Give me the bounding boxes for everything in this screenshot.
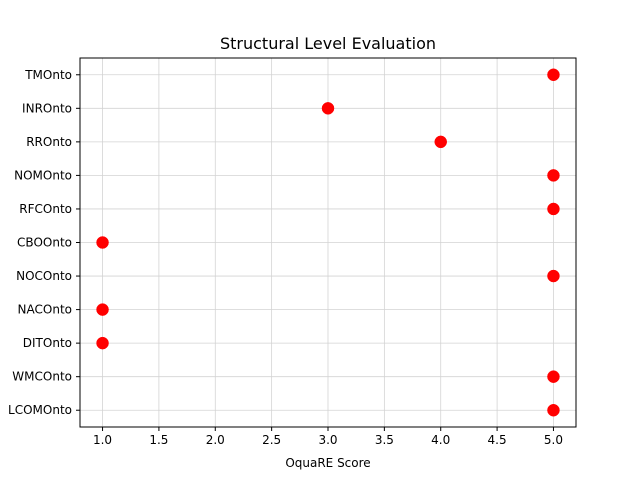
data-point xyxy=(434,135,447,149)
axis-ticks: 1.0 1.5 2.0 2.5 3.0 3.5 4.0 4.5 5.0 LCOMOnto WMCOn… xyxy=(8,68,563,447)
data-point xyxy=(547,269,560,283)
data-point xyxy=(96,303,109,316)
y-tick-label: WMCOnto xyxy=(12,370,72,384)
y-tick-label: INROnto xyxy=(22,101,72,115)
y-tick-label: NOMOnto xyxy=(14,168,72,182)
data-point xyxy=(96,336,109,350)
data-point xyxy=(547,370,560,383)
y-tick-label: TMOnto xyxy=(24,68,72,82)
chart-title: Structural Level Evaluation xyxy=(220,34,436,53)
x-tick-label: 5.0 xyxy=(544,433,563,447)
x-tick-label: 3.0 xyxy=(318,433,337,447)
x-tick-label: 4.5 xyxy=(488,433,507,447)
data-point xyxy=(321,102,335,115)
data-point xyxy=(547,68,560,82)
data-point xyxy=(547,169,560,182)
y-tick-label: DITOnto xyxy=(23,336,72,350)
plot-frame xyxy=(79,57,577,428)
data-point xyxy=(547,403,560,417)
y-tick-label: NACOnto xyxy=(18,303,72,317)
y-tick-label: RROnto xyxy=(26,135,72,149)
x-tick-label: 4.0 xyxy=(431,433,450,447)
y-tick-label: NOCOnto xyxy=(16,269,72,283)
data-points xyxy=(96,68,560,417)
x-tick-label: 1.5 xyxy=(149,433,168,447)
data-point xyxy=(547,202,560,216)
data-point xyxy=(96,236,109,249)
y-tick-label: LCOMOnto xyxy=(8,403,72,417)
x-tick-label: 3.5 xyxy=(375,433,394,447)
x-tick-label: 2.5 xyxy=(262,433,281,447)
grid xyxy=(80,58,576,427)
x-axis-label: OquaRE Score xyxy=(285,456,370,470)
x-tick-label: 1.0 xyxy=(93,433,112,447)
x-tick-label: 2.0 xyxy=(206,433,225,447)
y-tick-label: RFCOnto xyxy=(19,202,72,216)
y-tick-label: CBOOnto xyxy=(17,236,72,250)
